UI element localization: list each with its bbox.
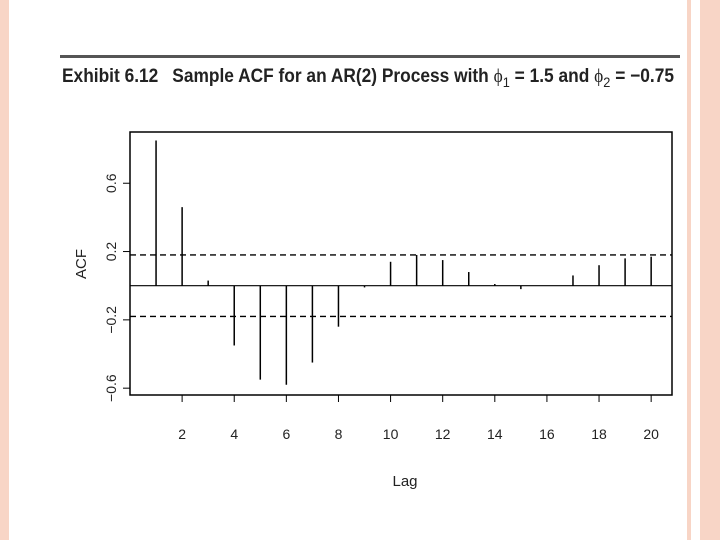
- title-part: = −0.75: [615, 66, 674, 87]
- title-rule: [60, 55, 680, 58]
- y-axis-label: ACF: [73, 249, 90, 279]
- y-tick-label: −0.6: [103, 374, 119, 402]
- chart-title: Exhibit 6.12 Sample ACF for an AR(2) Pro…: [62, 66, 674, 92]
- x-tick-label: 12: [435, 426, 451, 442]
- right-border: [687, 0, 691, 540]
- x-tick-label: 14: [487, 426, 503, 442]
- title-part: 2: [603, 74, 610, 90]
- x-tick-label: 6: [282, 426, 290, 442]
- title-part: = 1.5 and: [515, 66, 590, 87]
- x-tick-label: 8: [335, 426, 343, 442]
- title-part: Sample ACF for an AR(2) Process with: [172, 66, 489, 87]
- x-tick-label: 2: [178, 426, 186, 442]
- x-tick-label: 16: [539, 426, 555, 442]
- y-tick-label: −0.2: [103, 306, 119, 334]
- plot-frame: [129, 131, 673, 396]
- x-tick-label: 20: [643, 426, 659, 442]
- y-tick-label: 0.6: [103, 173, 119, 193]
- y-tick-label: 0.2: [103, 242, 119, 262]
- x-tick-label: 10: [383, 426, 399, 442]
- title-part: 1: [503, 74, 510, 90]
- x-tick-label: 4: [230, 426, 238, 442]
- x-tick-label: 18: [591, 426, 607, 442]
- x-axis-label: Lag: [392, 473, 417, 490]
- right-border: [700, 0, 720, 540]
- left-border: [0, 0, 9, 540]
- title-part: Exhibit 6.12: [62, 66, 158, 87]
- title-part: ϕ: [494, 66, 503, 87]
- title-part: ϕ: [594, 66, 603, 87]
